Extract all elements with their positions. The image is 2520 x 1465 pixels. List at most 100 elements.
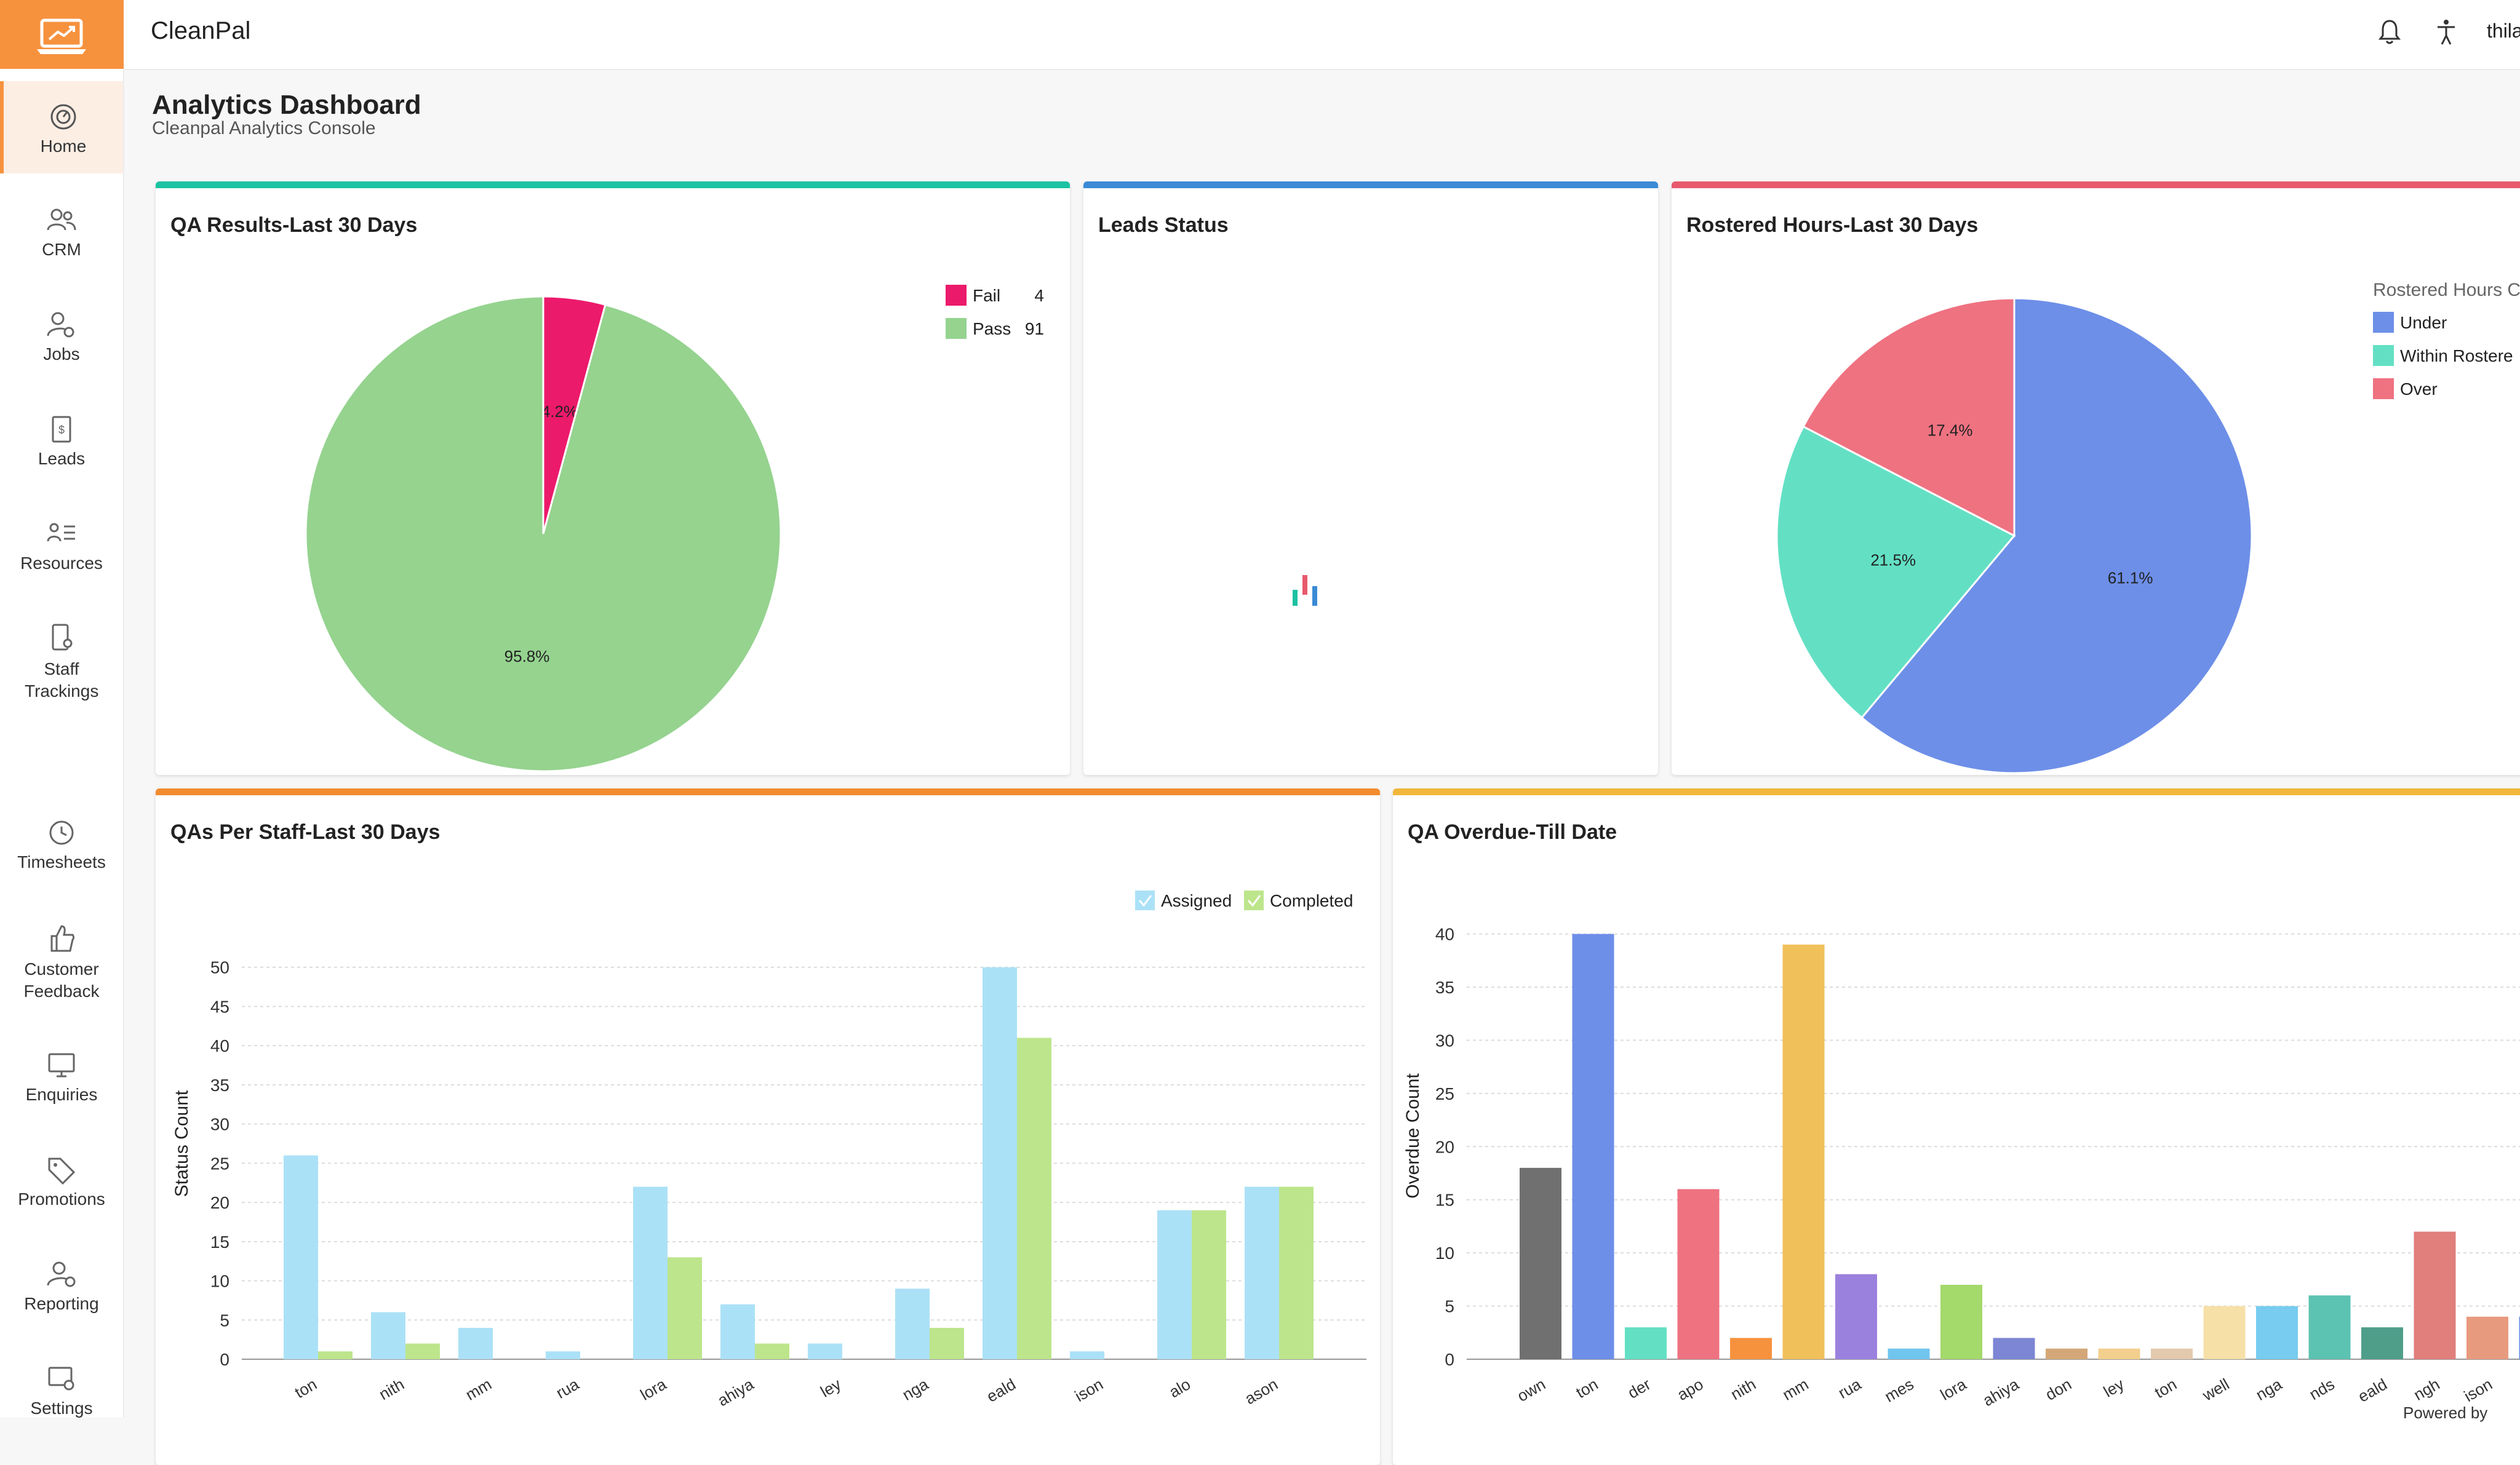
sidebar-item-label: Settings — [0, 1397, 123, 1419]
bar-completed[interactable] — [930, 1328, 964, 1359]
overdue-bar[interactable] — [2414, 1232, 2456, 1359]
bar-assigned[interactable] — [284, 1156, 318, 1359]
pie-percent-label: 95.8% — [504, 647, 550, 665]
monitor-icon — [46, 1050, 78, 1080]
overdue-bar[interactable] — [1940, 1285, 1982, 1359]
legend-label[interactable]: Over — [2400, 379, 2438, 399]
bar-assigned[interactable] — [633, 1187, 668, 1359]
bar-completed[interactable] — [318, 1351, 353, 1359]
legend-swatch — [1135, 891, 1155, 910]
sidebar-item-settings[interactable]: Settings — [0, 1364, 123, 1419]
bar-completed[interactable] — [755, 1344, 789, 1359]
app-logo[interactable] — [0, 0, 124, 69]
sidebar-item-staff-trackings[interactable]: Staff Trackings — [0, 622, 123, 702]
bar-assigned[interactable] — [983, 967, 1017, 1359]
pie-percent-label: 61.1% — [2108, 569, 2153, 587]
legend-swatch — [2373, 378, 2394, 399]
sidebar-item-home[interactable]: Home — [0, 81, 123, 173]
bar-assigned[interactable] — [720, 1304, 755, 1359]
x-tick-label: ison — [2461, 1375, 2495, 1405]
overdue-bar[interactable] — [2466, 1317, 2508, 1359]
sidebar-item-customer-feedback[interactable]: Customer Feedback — [0, 923, 123, 1002]
y-tick-label: 40 — [210, 1036, 229, 1055]
overdue-bar[interactable] — [1520, 1168, 1561, 1359]
x-tick-label: ngh — [2410, 1375, 2443, 1404]
pie-percent-label: 4.2% — [541, 402, 578, 421]
overdue-bar[interactable] — [1730, 1338, 1772, 1359]
x-tick-label: ahiya — [714, 1375, 757, 1410]
overdue-bar[interactable] — [2361, 1327, 2403, 1359]
card-title: Leads Status — [1098, 213, 1229, 237]
legend-swatch — [1244, 891, 1264, 910]
y-tick-label: 0 — [220, 1350, 229, 1369]
legend-label[interactable]: Fail — [973, 286, 1000, 305]
legend-label[interactable]: Within Rostere — [2400, 346, 2513, 365]
bar-assigned[interactable] — [1070, 1351, 1104, 1359]
overdue-bar[interactable] — [2151, 1349, 2193, 1359]
bar-assigned[interactable] — [1157, 1210, 1192, 1359]
dashboard-icon — [49, 102, 78, 132]
legend-swatch — [946, 285, 967, 306]
sidebar-item-reporting[interactable]: Reporting — [0, 1260, 123, 1315]
overdue-bar[interactable] — [1573, 934, 1614, 1359]
legend-label[interactable]: Under — [2400, 313, 2447, 332]
sidebar-item-timesheets[interactable]: Timesheets — [0, 818, 123, 873]
overdue-bar[interactable] — [1783, 945, 1825, 1359]
sidebar-item-leads[interactable]: $ Leads — [0, 415, 123, 470]
bar-assigned[interactable] — [458, 1328, 493, 1359]
x-tick-label: nith — [376, 1375, 407, 1403]
legend-label[interactable]: Assigned — [1161, 891, 1232, 910]
y-tick-label: 35 — [1435, 978, 1454, 997]
overdue-bar[interactable] — [1835, 1274, 1877, 1359]
x-tick-label: nga — [899, 1375, 931, 1404]
x-tick-label: rua — [1835, 1375, 1864, 1402]
bar-completed[interactable] — [668, 1257, 702, 1359]
overdue-bar[interactable] — [2046, 1349, 2087, 1359]
bell-icon[interactable] — [2377, 17, 2402, 47]
sidebar-item-promotions[interactable]: Promotions — [0, 1155, 123, 1210]
overdue-bar[interactable] — [1625, 1327, 1667, 1359]
overdue-bar[interactable] — [2204, 1306, 2246, 1359]
overdue-bar[interactable] — [1993, 1338, 2035, 1359]
bar-assigned[interactable] — [546, 1351, 580, 1359]
bar-assigned[interactable] — [1245, 1187, 1279, 1359]
leads-status-card: Leads Status — [1083, 181, 1658, 775]
bar-assigned[interactable] — [808, 1344, 842, 1359]
overdue-bar[interactable] — [2309, 1295, 2351, 1359]
y-tick-label: 0 — [1445, 1350, 1454, 1369]
x-tick-label: own — [1514, 1375, 1549, 1405]
bar-completed[interactable] — [405, 1344, 440, 1359]
legend-swatch — [2373, 345, 2394, 366]
y-tick-label: 20 — [210, 1193, 229, 1212]
overdue-bar[interactable] — [2256, 1306, 2298, 1359]
app-name: CleanPal — [151, 17, 250, 45]
x-tick-label: ley — [817, 1375, 844, 1401]
bar-assigned[interactable] — [895, 1288, 930, 1359]
legend-label[interactable]: Completed — [1270, 891, 1353, 910]
legend-label[interactable]: Pass — [973, 319, 1011, 338]
sidebar-item-enquiries[interactable]: Enquiries — [0, 1050, 123, 1106]
sidebar-item-label: Leads — [0, 448, 123, 470]
bar-completed[interactable] — [1192, 1210, 1226, 1359]
user-name[interactable]: thila — [2487, 20, 2520, 42]
y-tick-label: 50 — [210, 958, 229, 977]
overdue-bar[interactable] — [1888, 1349, 1930, 1359]
sidebar-item-label: CRM — [0, 239, 123, 261]
bar-completed[interactable] — [1017, 1038, 1051, 1359]
bar-assigned[interactable] — [371, 1312, 405, 1359]
settings-icon — [46, 1364, 78, 1394]
pie-slice-pass[interactable] — [306, 296, 781, 771]
sidebar-item-crm[interactable]: CRM — [0, 205, 123, 261]
legend-value: 91 — [1025, 319, 1044, 338]
sidebar-item-resources[interactable]: Resources — [0, 519, 123, 574]
x-tick-label: ton — [292, 1375, 320, 1402]
overdue-bar[interactable] — [2099, 1349, 2140, 1359]
bar-completed[interactable] — [1279, 1187, 1314, 1359]
x-tick-label: ison — [1072, 1375, 1106, 1405]
accessibility-icon[interactable] — [2434, 17, 2458, 47]
sidebar-item-jobs[interactable]: Jobs — [0, 310, 123, 365]
overdue-bar[interactable] — [1678, 1189, 1720, 1359]
